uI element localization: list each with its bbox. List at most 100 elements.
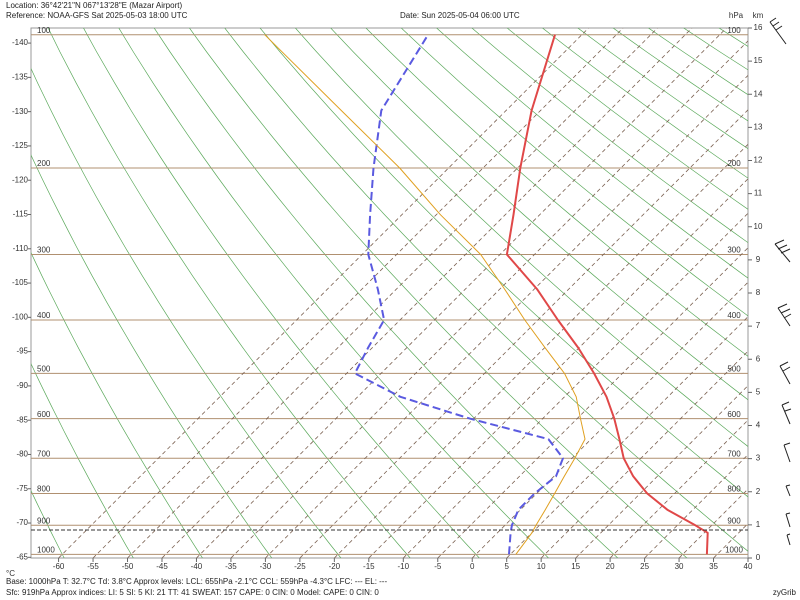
- pressure-tick-label: 200: [37, 159, 51, 168]
- x-tick-label: -50: [122, 562, 134, 571]
- y-tick-label: 11: [754, 189, 763, 198]
- x-tick-label: -20: [329, 562, 341, 571]
- pressure-tick-label: 900: [727, 516, 741, 525]
- dry-adiabat: [294, 28, 748, 447]
- x-tick-label: -40: [191, 562, 203, 571]
- y-tick-label: 8: [756, 288, 761, 297]
- x-tick-label: -55: [87, 562, 99, 571]
- height-label: km: [753, 11, 764, 20]
- isotherm: [92, 28, 624, 558]
- y-tick-label: 6: [756, 354, 761, 363]
- y2-tick-label: -120: [12, 175, 29, 184]
- y2-tick-label: -75: [16, 484, 28, 493]
- dry-adiabat: [365, 28, 748, 357]
- pressure-tick-label: 1000: [725, 545, 743, 554]
- footer-line: Sfc: 919hPa Approx indices: LI: 5 SI: 5 …: [6, 588, 379, 597]
- y-tick-label: 16: [754, 23, 763, 32]
- y-tick-label: 10: [754, 222, 763, 231]
- isotherm: [471, 281, 748, 558]
- isotherm: [127, 28, 658, 558]
- y-tick-label: 9: [756, 255, 761, 264]
- x-tick-label: 10: [537, 562, 546, 571]
- pressure-tick-label: 900: [37, 516, 51, 525]
- y-tick-label: 2: [756, 487, 761, 496]
- pressure-tick-label: 800: [727, 485, 741, 494]
- profile-line: [264, 34, 586, 555]
- y2-tick-label: -135: [12, 72, 29, 81]
- profile-line: [353, 34, 564, 555]
- profiles: [264, 34, 709, 555]
- y2-tick-label: -125: [12, 141, 29, 150]
- footer-line: Base: 1000hPa T: 32.7°C Td: 3.8°C Approx…: [6, 577, 387, 586]
- wind-barb: [786, 533, 791, 546]
- isotherm: [58, 28, 589, 558]
- x-tick-label: -10: [398, 562, 410, 571]
- dry-adiabat: [31, 362, 134, 558]
- isotherm: [299, 109, 748, 558]
- isotherm: [230, 40, 748, 558]
- plot-area: [30, 27, 749, 559]
- y2-tick-label: -140: [12, 38, 29, 47]
- x-tick-label: 5: [504, 562, 509, 571]
- pressure-tick-label: 1000: [37, 545, 55, 554]
- dry-adiabat: [769, 16, 800, 568]
- x-tick-label: 40: [744, 562, 753, 571]
- wind-barb: [769, 17, 787, 45]
- x-tick-label: -60: [53, 562, 65, 571]
- wind-barb: [777, 303, 792, 327]
- y-tick-label: 0: [756, 553, 761, 562]
- pressure-tick-label: 400: [37, 311, 51, 320]
- dry-adiabat: [330, 28, 748, 401]
- date: Date: Sun 2025-05-04 06:00 UTC: [400, 11, 520, 20]
- pressure-tick-label: 100: [37, 26, 51, 35]
- isotherm: [437, 247, 748, 558]
- isotherm: [161, 28, 693, 558]
- dry-adiabat: [31, 154, 273, 558]
- pressure-tick-label: 500: [37, 364, 51, 373]
- dry-adiabat: [224, 28, 748, 552]
- dry-adiabat: [47, 28, 411, 558]
- y-tick-label: 5: [756, 387, 761, 396]
- pressure-tick-label: 500: [727, 364, 741, 373]
- y2-tick-label: -105: [12, 278, 29, 287]
- y-tick-label: 1: [756, 520, 761, 529]
- x-tick-label: -15: [363, 562, 375, 571]
- wind-barbs: [769, 17, 792, 546]
- x-tick-label: 15: [571, 562, 580, 571]
- y2-tick-label: -130: [12, 107, 29, 116]
- background-lines: [31, 16, 800, 568]
- y2-tick-label: -85: [16, 415, 28, 424]
- pressure-tick-label: 800: [37, 485, 51, 494]
- pressure-tick-label: 300: [37, 246, 51, 255]
- pressure-tick-label: 600: [37, 410, 51, 419]
- y2-tick-label: -115: [13, 210, 29, 219]
- y2-tick-label: -65: [16, 552, 28, 561]
- x-tick-label: 0: [470, 562, 475, 571]
- dry-adiabat: [118, 28, 550, 558]
- x-tick-label: -25: [294, 562, 306, 571]
- pressure-tick-label: 200: [727, 159, 741, 168]
- dry-adiabat: [400, 28, 748, 317]
- dry-adiabat: [153, 28, 619, 558]
- dry-adiabat: [471, 28, 748, 244]
- pressure-tick-label: 400: [727, 311, 741, 320]
- y2-tick-label: -110: [13, 244, 29, 253]
- isotherm: [196, 28, 727, 558]
- x-tick-label: -5: [434, 562, 442, 571]
- pressure-label: hPa: [729, 11, 744, 20]
- x-axis-label: °C: [6, 569, 15, 578]
- pressure-tick-label: 300: [727, 246, 741, 255]
- wind-barb: [783, 442, 791, 463]
- y-tick-label: 13: [754, 122, 763, 131]
- dry-adiabat: [31, 251, 203, 558]
- dry-adiabat: [436, 28, 748, 279]
- dry-adiabat: [259, 28, 748, 498]
- reference: Reference: NOAA-GFS Sat 2025-05-03 18:00…: [6, 11, 188, 20]
- x-tick-label: 30: [675, 562, 684, 571]
- pressure-tick-label: 600: [727, 410, 741, 419]
- x-tick-label: 20: [606, 562, 615, 571]
- isotherm: [368, 178, 748, 558]
- y-tick-label: 4: [756, 421, 761, 430]
- y2-tick-label: -100: [12, 312, 29, 321]
